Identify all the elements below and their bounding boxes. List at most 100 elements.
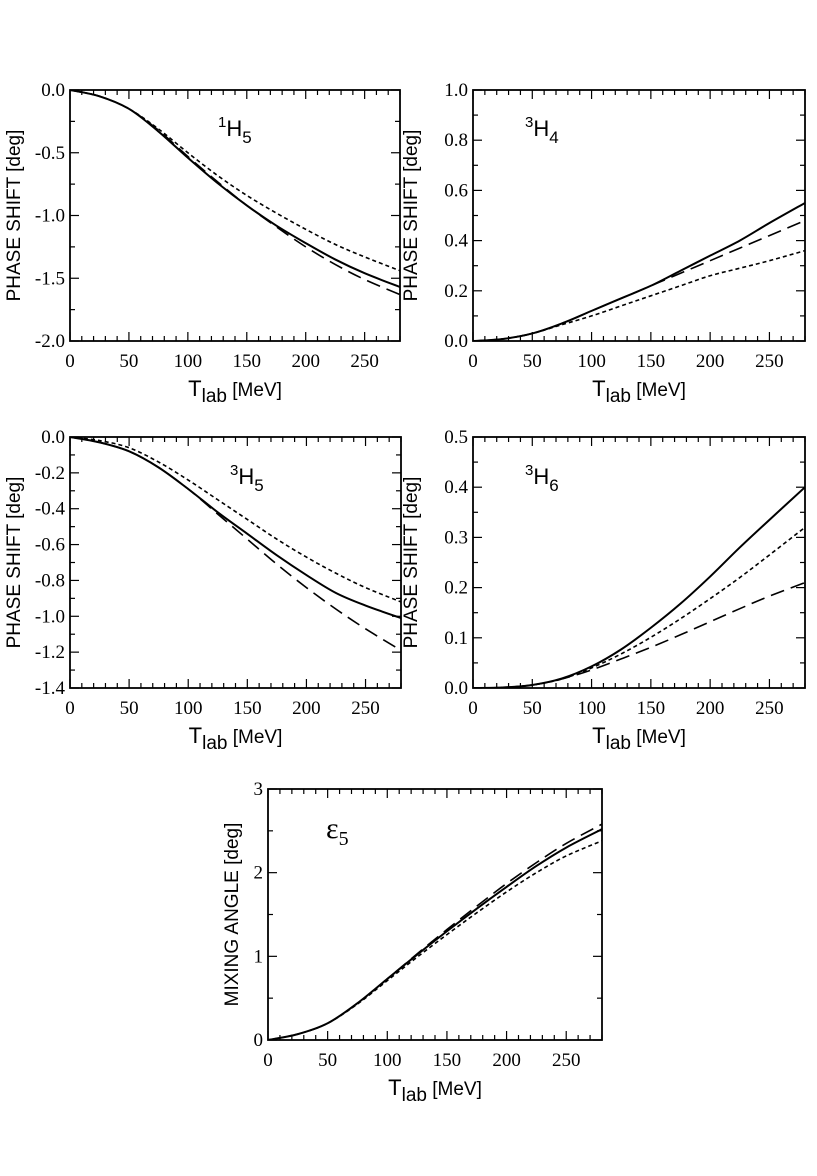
y-tick-label: -1.0 [35, 606, 65, 627]
y-tick-label: 0.3 [444, 527, 468, 548]
series-short-dashed-line [70, 437, 401, 603]
wave-label-sup: 3 [230, 462, 238, 479]
x-tick-label: 200 [696, 698, 725, 719]
y-tick-label: -2.0 [35, 331, 65, 352]
series-solid-line [268, 828, 602, 1040]
panel-5: 0 50 100 150 200 250 0 1 2 3 Tlab [MeV] MIXING ANGL… [222, 779, 603, 1106]
x-axis-label: Tlab [MeV] [592, 376, 686, 407]
x-axis-label-main: T [189, 723, 202, 748]
x-tick-label: 150 [637, 351, 666, 372]
x-tick-label: 200 [696, 351, 725, 372]
y-tick-label: 3 [254, 779, 264, 800]
x-tick-label: 100 [174, 351, 203, 372]
wave-label-sup: 3 [525, 462, 533, 479]
x-tick-label: 250 [552, 1050, 581, 1071]
x-tick-label: 50 [318, 1050, 337, 1071]
x-tick-label: 200 [291, 351, 320, 372]
y-tick-label: 0.2 [444, 281, 468, 302]
y-tick-label: 1 [254, 946, 264, 967]
y-tick-label: -0.5 [35, 143, 65, 164]
y-axis-label: PHASE SHIFT [deg] [401, 130, 422, 302]
x-tick-label: 200 [492, 1050, 521, 1071]
x-tick-label: 100 [373, 1050, 402, 1071]
partial-wave-label: 1H5 [218, 114, 252, 147]
series-solid-line [473, 202, 805, 341]
series-solid-line [473, 486, 805, 688]
x-tick-label: 0 [468, 351, 478, 372]
y-tick-label: 0.4 [444, 477, 468, 498]
plot-frame [472, 436, 806, 689]
wave-label-sub: 5 [242, 128, 251, 147]
series-long-dashed-line [70, 90, 400, 296]
x-tick-label: 100 [174, 698, 203, 719]
y-tick-label: -0.6 [35, 535, 65, 556]
y-tick-label: -1.5 [35, 268, 65, 289]
x-axis-label-sub: lab [202, 386, 227, 407]
x-axis-label-main: T [188, 376, 201, 401]
x-axis-label: Tlab [MeV] [189, 723, 283, 754]
x-axis-label-main: T [592, 376, 605, 401]
wave-label-main: H [533, 464, 549, 489]
series-long-dashed-line [473, 581, 805, 688]
y-axis-label: PHASE SHIFT [deg] [401, 477, 422, 649]
x-tick-label: 250 [350, 351, 379, 372]
wave-label-sub: 5 [254, 476, 263, 495]
x-axis-label: Tlab [MeV] [592, 723, 686, 754]
panel-4: 0 50 100 150 200 250 0.0 0.1 0.2 0.3 0.4 0.5 Tlab [M… [401, 427, 806, 754]
y-tick-label: 0.6 [444, 180, 468, 201]
partial-wave-label: 3H4 [525, 114, 559, 147]
series-long-dashed-line [473, 219, 805, 341]
y-tick-label: 0.0 [444, 331, 468, 352]
y-tick-label: -1.0 [35, 206, 65, 227]
x-tick-label: 200 [292, 698, 321, 719]
y-tick-label: 0.0 [41, 427, 65, 448]
x-tick-label: 250 [755, 698, 784, 719]
x-axis-label-main: T [592, 723, 605, 748]
y-tick-label: 0.8 [444, 130, 468, 151]
y-tick-label: 0.0 [41, 80, 65, 101]
y-tick-label: -1.2 [35, 642, 65, 663]
y-tick-label: 0.1 [444, 628, 468, 649]
wave-label-main: H [238, 464, 254, 489]
x-axis-label-sub: lab [606, 386, 631, 407]
y-tick-label: 0 [254, 1030, 264, 1051]
wave-label-main: H [226, 116, 242, 141]
y-tick-label: -1.4 [35, 678, 66, 699]
y-tick-label: 0.0 [444, 678, 468, 699]
y-tick-label: 1.0 [444, 80, 468, 101]
y-axis-label: MIXING ANGLE [deg] [222, 823, 243, 1007]
x-tick-label: 250 [755, 351, 784, 372]
series-solid-line [70, 437, 401, 620]
y-axis-label: PHASE SHIFT [deg] [4, 477, 25, 649]
wave-label-sub: 5 [339, 828, 349, 850]
x-tick-label: 50 [120, 698, 139, 719]
wave-label-sup: 1 [218, 114, 226, 131]
wave-label-sub: 6 [549, 476, 558, 495]
y-tick-label: 0.4 [444, 231, 468, 252]
series-short-dashed-line [473, 526, 805, 688]
x-tick-label: 50 [119, 351, 138, 372]
panel-1: 0 50 100 150 200 250 0.0 -0.5 -1.0 -1.5 -2.0 Tlab [… [4, 80, 401, 407]
x-axis-label-unit: [MeV] [427, 1079, 482, 1100]
x-axis-label: Tlab [MeV] [188, 376, 282, 407]
plot-frame [267, 788, 603, 1041]
series-short-dashed-line [70, 90, 400, 272]
panel-3: 0 50 100 150 200 250 0.0 -0.2 -0.4 -0.6 -0.8 -1.0 -1… [4, 427, 402, 754]
x-tick-label: 50 [523, 351, 542, 372]
x-tick-label: 0 [65, 351, 75, 372]
x-tick-label: 250 [351, 698, 380, 719]
x-tick-label: 0 [468, 698, 478, 719]
x-axis-label-unit: [MeV] [227, 380, 282, 401]
series-long-dashed-line [70, 437, 401, 652]
series-short-dashed-line [473, 249, 805, 341]
y-tick-label: 0.5 [444, 427, 468, 448]
x-tick-label: 0 [263, 1050, 273, 1071]
y-axis-label: PHASE SHIFT [deg] [4, 130, 25, 302]
x-axis-label-main: T [388, 1075, 401, 1100]
x-tick-label: 150 [637, 698, 666, 719]
plot-frame [472, 89, 806, 342]
x-tick-label: 150 [233, 698, 262, 719]
partial-wave-label: 3H5 [230, 462, 264, 495]
x-tick-label: 100 [577, 351, 606, 372]
